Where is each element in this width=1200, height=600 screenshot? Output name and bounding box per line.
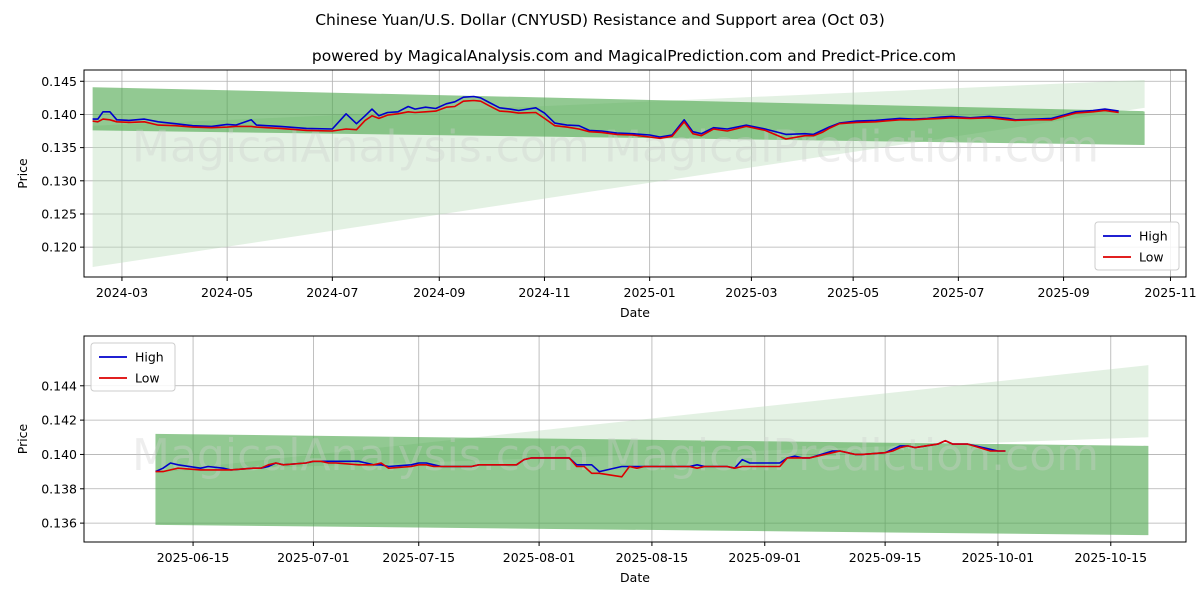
y-tick-label: 0.145 xyxy=(41,74,77,89)
plot-area: MagicalAnalysis.com MagicalPrediction.com xyxy=(132,365,1149,536)
axes-frame xyxy=(83,335,1187,543)
legend-label-low: Low xyxy=(135,371,160,386)
chart-legend: High Low xyxy=(1094,221,1180,271)
x-tick-label: 2025-08-15 xyxy=(616,550,689,565)
y-tick-label: 0.136 xyxy=(41,516,77,531)
plot-area: MagicalAnalysis.com MagicalPrediction.com xyxy=(92,79,1145,268)
bottom-plot: MagicalAnalysis.com MagicalPrediction.com… xyxy=(15,335,1187,585)
x-tick-label: 2024-07 xyxy=(306,285,358,300)
x-tick-label: 2025-07 xyxy=(932,285,984,300)
y-tick-label: 0.142 xyxy=(41,413,77,428)
legend-label-high: High xyxy=(135,350,164,365)
y-tick-label: 0.138 xyxy=(41,481,77,496)
legend-label-high: High xyxy=(1139,229,1168,244)
y-tick-label: 0.120 xyxy=(41,240,77,255)
legend-box xyxy=(90,342,176,392)
y-tick-label: 0.135 xyxy=(41,140,77,155)
y-tick-label: 0.130 xyxy=(41,173,77,188)
x-tick-label: 2025-03 xyxy=(725,285,777,300)
x-tick-label: 2025-09-01 xyxy=(728,550,801,565)
x-tick-label: 2025-07-01 xyxy=(277,550,350,565)
x-tick-label: 2025-10-01 xyxy=(962,550,1035,565)
x-tick-label: 2024-05 xyxy=(201,285,253,300)
legend-box xyxy=(1094,221,1180,271)
watermark-text: MagicalAnalysis.com xyxy=(132,122,590,173)
y-tick-label: 0.125 xyxy=(41,206,77,221)
watermark-text: MagicalPrediction.com xyxy=(604,430,1099,481)
watermark-text: MagicalAnalysis.com xyxy=(132,430,590,481)
resistance-support-band xyxy=(155,433,1149,536)
x-axis-label: Date xyxy=(620,305,650,320)
series-line-low xyxy=(155,439,1006,478)
x-tick-label: 2025-10-15 xyxy=(1074,550,1147,565)
axes-frame xyxy=(83,69,1187,278)
x-tick-label: 2025-09 xyxy=(1037,285,1089,300)
x-tick-label: 2024-03 xyxy=(96,285,148,300)
x-tick-label: 2024-11 xyxy=(518,285,570,300)
x-axis-label: Date xyxy=(620,570,650,585)
y-tick-label: 0.144 xyxy=(41,378,77,393)
x-tick-label: 2025-05 xyxy=(827,285,879,300)
x-tick-label: 2025-11 xyxy=(1144,285,1196,300)
y-tick-label: 0.140 xyxy=(41,447,77,462)
x-tick-label: 2025-01 xyxy=(624,285,676,300)
top-plot: MagicalAnalysis.com MagicalPrediction.com… xyxy=(15,69,1197,320)
x-tick-label: 2025-06-15 xyxy=(157,550,230,565)
y-tick-label: 0.140 xyxy=(41,107,77,122)
chart-subtitle: powered by MagicalAnalysis.com and Magic… xyxy=(312,47,956,65)
y-axis-label: Price xyxy=(15,423,30,454)
y-axis-label: Price xyxy=(15,158,30,189)
x-tick-label: 2025-08-01 xyxy=(503,550,576,565)
watermark-text: MagicalPrediction.com xyxy=(604,122,1099,173)
x-tick-label: 2025-07-15 xyxy=(382,550,455,565)
legend-label-low: Low xyxy=(1139,250,1164,265)
x-tick-label: 2024-09 xyxy=(413,285,465,300)
series-line-low xyxy=(92,99,1119,140)
resistance-support-band xyxy=(92,87,1145,145)
chart-legend: High Low xyxy=(90,342,176,392)
x-tick-label: 2025-09-15 xyxy=(849,550,922,565)
chart-title: Chinese Yuan/U.S. Dollar (CNYUSD) Resist… xyxy=(315,11,885,29)
